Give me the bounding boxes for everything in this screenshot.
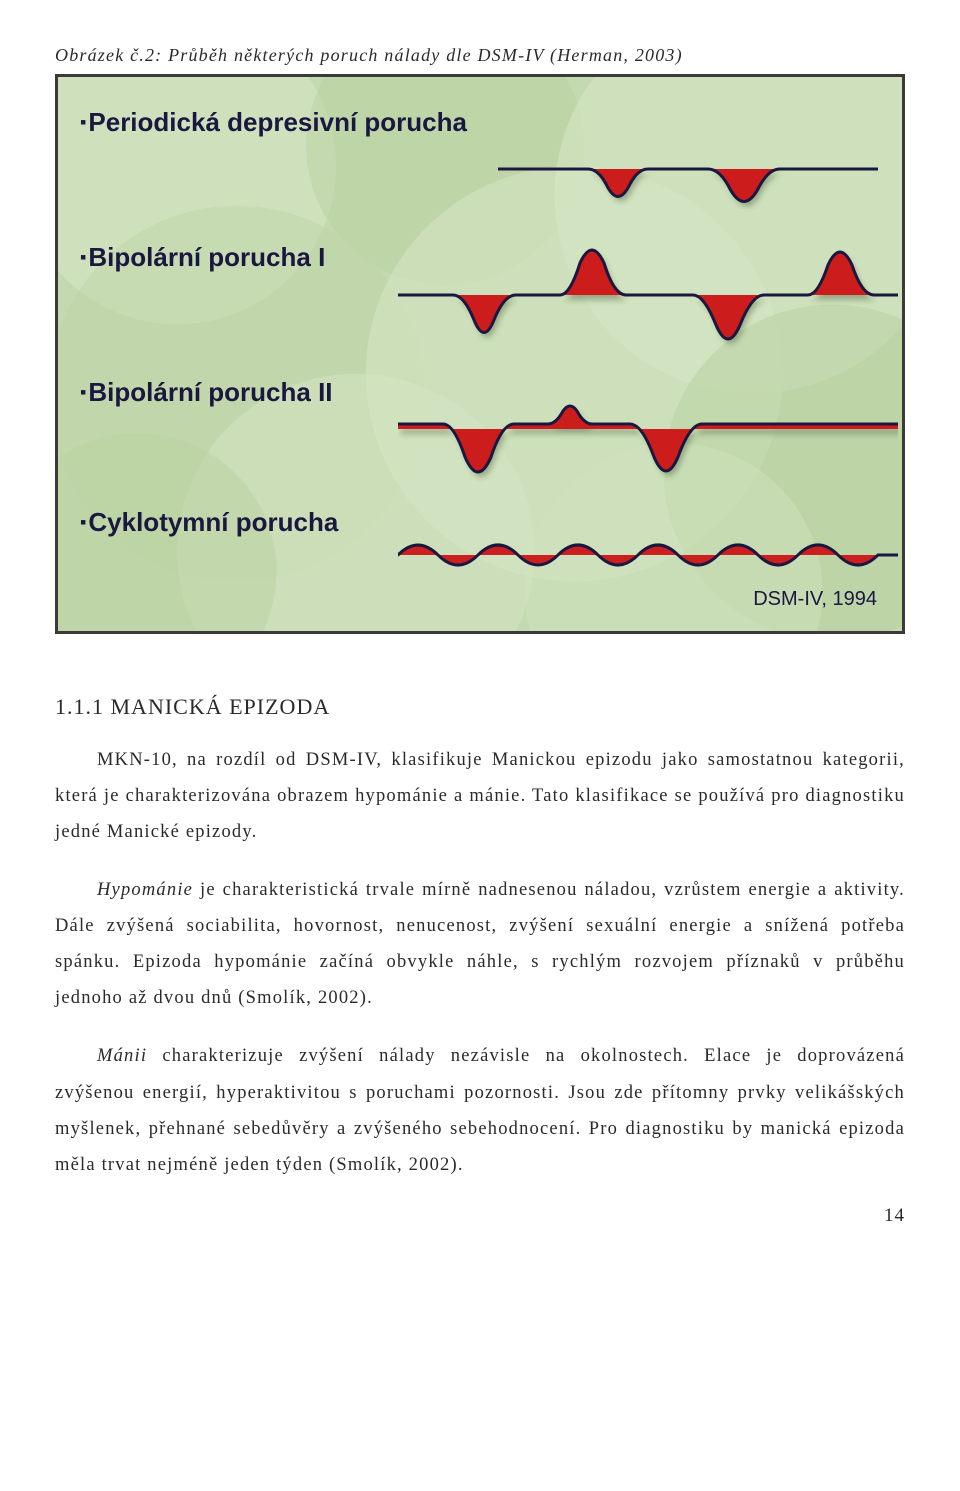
disorder-label: ▪Cyklotymní porucha <box>80 507 338 538</box>
mood-waveform <box>498 129 878 209</box>
mood-waveform <box>398 520 898 590</box>
paragraph: Hypománie je charakteristická trvale mír… <box>55 872 905 1016</box>
disorder-label: ▪Periodická depresivní porucha <box>80 107 467 138</box>
disorder-label: ▪Bipolární porucha II <box>80 377 333 408</box>
mood-waveform <box>398 235 898 355</box>
paragraph: Mánii charakterizuje zvýšení nálady nezá… <box>55 1038 905 1182</box>
page-number: 14 <box>55 1205 905 1227</box>
figure-box: ▪Periodická depresivní porucha ▪Bipolární… <box>55 74 905 634</box>
mood-waveform <box>398 369 898 489</box>
figure-footnote: DSM-IV, 1994 <box>753 588 877 611</box>
paragraph: MKN-10, na rozdíl od DSM-IV, klasifikuje… <box>55 742 905 850</box>
section-heading: 1.1.1 MANICKÁ EPIZODA <box>55 694 905 720</box>
body-text: MKN-10, na rozdíl od DSM-IV, klasifikuje… <box>55 742 905 1183</box>
figure-caption: Obrázek č.2: Průběh některých poruch nál… <box>55 45 905 66</box>
disorder-label: ▪Bipolární porucha I <box>80 242 325 273</box>
